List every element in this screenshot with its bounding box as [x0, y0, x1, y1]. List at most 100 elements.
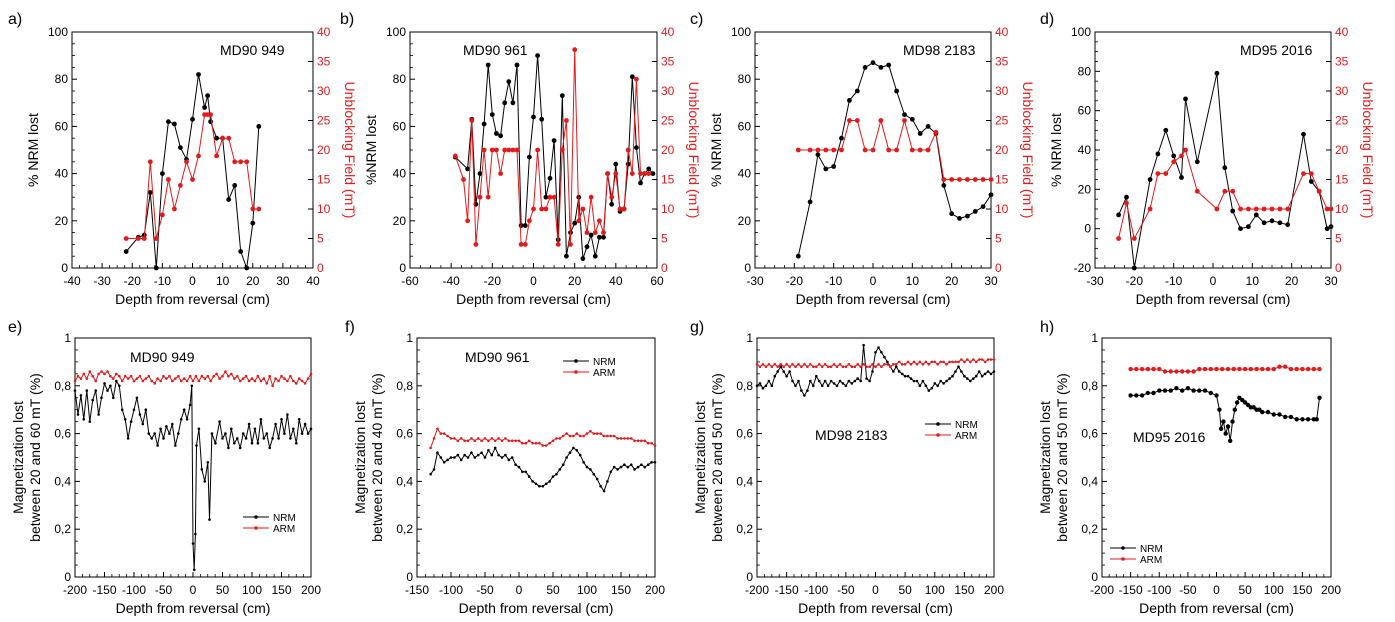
data-point — [1221, 419, 1226, 424]
y2-tick-label: 20 — [661, 143, 675, 157]
x-tick-label: 100 — [1264, 583, 1284, 597]
y2-tick-label: 15 — [995, 173, 1009, 187]
data-point — [1301, 131, 1306, 137]
data-point — [838, 379, 842, 383]
data-point — [823, 379, 827, 383]
data-point — [623, 463, 626, 467]
data-point — [636, 465, 640, 469]
data-point — [601, 234, 606, 240]
data-point — [544, 482, 548, 486]
data-point — [244, 437, 248, 440]
data-point — [773, 374, 777, 378]
data-point — [297, 377, 301, 380]
data-point — [274, 422, 277, 426]
data-point — [97, 413, 100, 416]
x-tick-label: -40 — [63, 274, 81, 288]
data-point — [531, 441, 534, 445]
x-tick-label: -40 — [442, 274, 460, 288]
data-point — [764, 365, 768, 369]
data-point — [954, 360, 957, 364]
data-point — [963, 374, 966, 378]
data-point — [894, 363, 898, 366]
data-point — [144, 377, 148, 380]
data-point — [244, 159, 250, 165]
legend-label: ARM — [1140, 555, 1162, 566]
data-point — [506, 79, 512, 84]
y-tick-label: 0,4 — [396, 474, 413, 488]
data-point — [1194, 159, 1200, 165]
y-axis-label: % NRM lost — [25, 113, 41, 187]
data-series — [73, 379, 313, 572]
data-point — [565, 456, 568, 459]
data-point — [507, 458, 511, 462]
data-point — [616, 468, 619, 471]
data-point — [856, 363, 859, 366]
legend-label: NRM — [955, 420, 978, 431]
data-point — [493, 446, 497, 450]
panel-label: d) — [1040, 11, 1054, 28]
data-point — [986, 370, 990, 373]
data-point — [524, 470, 528, 474]
data-point — [1179, 153, 1184, 159]
data-point — [1155, 151, 1161, 157]
data-point — [498, 133, 503, 139]
data-point — [646, 463, 650, 467]
x-axis-label: Depth from reversal (cm) — [456, 291, 611, 307]
data-point — [785, 363, 788, 366]
data-point — [629, 437, 633, 440]
data-point — [490, 437, 494, 440]
data-point — [1202, 366, 1208, 372]
data-series — [755, 343, 996, 397]
data-point — [800, 389, 803, 392]
data-point — [629, 463, 633, 467]
data-point — [1157, 366, 1162, 372]
data-point — [153, 236, 159, 241]
data-point — [82, 418, 86, 421]
data-point — [1183, 147, 1188, 153]
data-point — [809, 363, 812, 366]
data-point — [306, 377, 310, 380]
data-point — [212, 374, 215, 378]
y2-tick-label: 10 — [317, 202, 331, 216]
data-point — [1151, 390, 1156, 396]
panel-label: f) — [345, 319, 355, 336]
x-tick-label: -20 — [484, 274, 502, 288]
data-point — [541, 444, 545, 447]
y-tick-label: 60 — [393, 119, 407, 133]
data-point — [850, 382, 854, 385]
chart-title: MD90 949 — [130, 349, 195, 365]
x-tick-label: -50 — [1179, 583, 1197, 597]
data-point — [182, 408, 186, 412]
data-point — [209, 379, 212, 383]
data-point — [585, 432, 589, 435]
data-point — [807, 199, 813, 205]
data-point — [150, 437, 153, 440]
data-point — [534, 482, 538, 486]
data-point — [156, 444, 159, 447]
data-point — [619, 465, 623, 469]
y2-tick-label: 30 — [1335, 84, 1349, 98]
data-point — [578, 434, 582, 438]
data-point — [531, 480, 534, 483]
data-point — [972, 177, 978, 182]
panel-label: g) — [690, 319, 704, 336]
x-axis-label: Depth from reversal (cm) — [1139, 600, 1294, 616]
data-point — [1324, 226, 1330, 232]
data-series — [1116, 70, 1334, 271]
y2-tick-label: 25 — [995, 114, 1009, 128]
data-point — [538, 441, 541, 445]
data-point — [945, 363, 948, 366]
data-point — [856, 377, 859, 380]
data-point — [965, 213, 970, 219]
x-tick-label: 0 — [870, 274, 877, 288]
y2-tick-label: 35 — [661, 55, 675, 69]
data-point — [153, 265, 159, 271]
data-point — [97, 372, 100, 376]
data-point — [1214, 393, 1219, 398]
data-point — [592, 253, 598, 259]
data-series — [1116, 147, 1334, 241]
data-point — [1253, 212, 1259, 218]
y2-tick-label: 40 — [317, 25, 331, 39]
data-point — [115, 379, 118, 383]
data-point — [915, 363, 919, 366]
